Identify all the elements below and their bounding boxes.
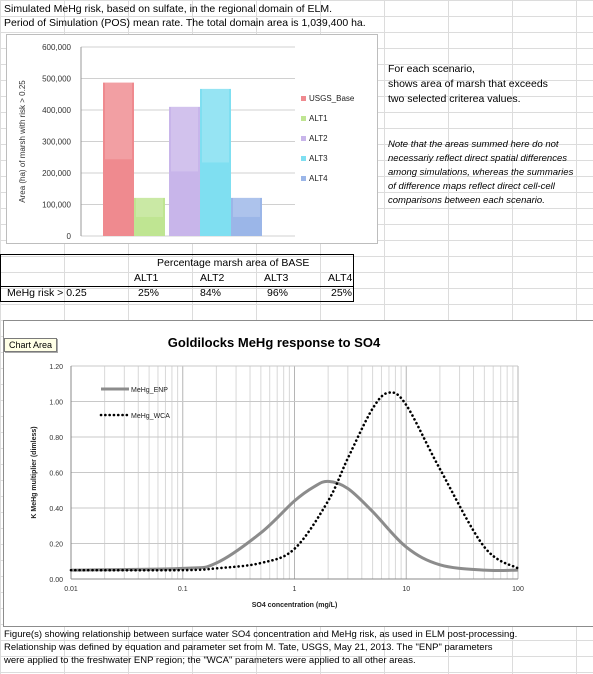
legend-label-alt1: ALT1 [309,114,328,123]
bar-y-tick-label: 100,000 [42,201,71,210]
x-tick-label: 10 [402,586,410,593]
table-header-alt3: ALT3 [264,272,289,284]
bar-y-tick-label: 400,000 [42,106,71,115]
italic-note-line-4: of difference maps reflect direct cell-c… [388,181,555,192]
bar-y-tick-label: 0 [67,232,72,241]
bar-y-tick-label: 300,000 [42,138,71,147]
legend-swatch-alt4 [301,176,306,181]
table-header-alt1: ALT1 [134,272,159,284]
bar-y-tick-label: 600,000 [42,43,71,52]
table-header-alt2: ALT2 [200,272,225,284]
legend-label-alt2: ALT2 [309,134,328,143]
side-note-line-2: shows area of marsh that exceeds [388,78,548,90]
table-divider [1,286,353,287]
bar-alt3 [200,88,231,236]
x-tick-label: 100 [512,586,524,593]
x-tick-label: 0.01 [64,586,78,593]
side-note-line-1: For each scenario, [388,63,475,75]
bar-highlight [233,197,260,217]
y-tick-label: 0.80 [49,435,63,442]
bar-alt4 [231,197,262,236]
series-line-mehg_wca [69,391,520,572]
bar-chart-panel[interactable]: 0 100,000 200,000 300,000 400,000 500,000 600,… [6,34,378,244]
italic-note-line-1: Note that the areas summed here do not [388,139,559,150]
legend-swatch-alt1 [301,116,306,121]
line-chart-panel[interactable]: Goldilocks MeHg response to SO4 0.00 0.20 0… [3,320,593,627]
header-line-1: Simulated MeHg risk, based on sulfate, i… [4,3,333,15]
bar-highlight [202,88,229,163]
bar-highlight [171,106,198,172]
line-chart-title: Goldilocks MeHg response to SO4 [168,335,381,350]
figure-caption: Figure(s) showing relationship between s… [4,628,590,667]
line-chart: Goldilocks MeHg response to SO4 0.00 0.20 0… [31,335,524,609]
header-line-2: Period of Simulation (POS) mean rate. Th… [4,17,366,29]
y-axis-label: K MeHg multiplier (dimless) [31,426,38,518]
y-tick-label: 0.20 [49,542,63,549]
legend-label-alt3: ALT3 [309,154,328,163]
caption-line-3: were applied to the freshwater ENP regio… [4,655,416,666]
x-axis-label: SO4 concentration (mg/L) [252,602,338,609]
legend-swatch-usgs_base [301,96,306,101]
bar-highlight [105,82,132,160]
bar-y-tick-label: 500,000 [42,75,71,84]
chart-area-tooltip: Chart Area [4,338,58,352]
series-line-mehg_enp [70,479,519,573]
legend-label-alt4: ALT4 [309,174,328,183]
table-value-alt3: 96% [267,287,289,299]
legend-label-usgs_base: USGS_Base [309,94,355,103]
legend-label-mehg_enp: MeHg_ENP [131,387,168,394]
italic-note-line-2: necessariy reflect direct spatial differ… [388,153,567,164]
bar-highlight [136,197,163,217]
bar-alt1 [134,197,165,236]
legend-swatch-alt3 [301,156,306,161]
table-row-label: MeHg risk > 0.25 [7,287,87,299]
italic-note-line-3: among simulations, whereas the summaries [388,167,574,178]
bar-usgs_base [103,82,134,236]
legend-swatch-alt2 [301,136,306,141]
y-tick-label: 1.20 [49,364,63,371]
side-note-line-3: two selected criterea values. [388,93,521,105]
y-tick-label: 0.40 [49,506,63,513]
legend-label-mehg_wca: MeHg_WCA [131,413,170,420]
caption-line-1: Figure(s) showing relationship between s… [4,629,518,640]
table-title: Percentage marsh area of BASE [157,257,310,269]
table-header-alt4: ALT4 [328,272,353,284]
bar-alt2 [169,106,200,236]
caption-line-2: Relationship was defined by equation and… [4,642,493,653]
x-tick-label: 0.1 [178,586,188,593]
table-value-alt4: 25% [331,287,353,299]
y-tick-label: 0.00 [49,577,63,584]
y-tick-label: 1.00 [49,400,63,407]
y-tick-label: 0.60 [49,471,63,478]
bar-y-tick-label: 200,000 [42,169,71,178]
bar-y-axis-label: Area (ha) of marsh with risk > 0.25 [18,80,27,203]
table-value-alt2: 84% [200,287,222,299]
percentage-table: Percentage marsh area of BASE ALT1 ALT2 … [0,254,354,302]
italic-note-line-5: comparisons between each scenario. [388,195,545,206]
bar-chart: 0 100,000 200,000 300,000 400,000 500,000 600,… [18,43,355,241]
table-value-alt1: 25% [138,287,160,299]
x-tick-label: 1 [293,586,297,593]
